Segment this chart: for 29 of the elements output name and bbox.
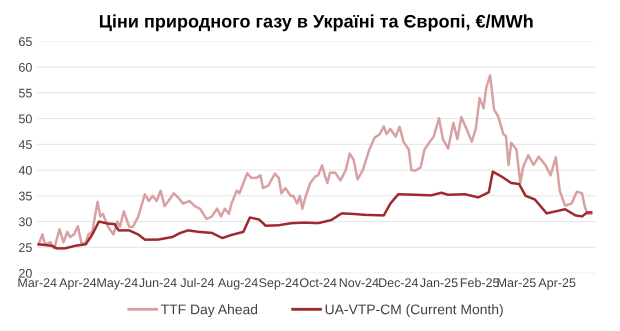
y-tick-label: 35 (18, 192, 32, 200)
x-tick-label: Mar-25 (498, 278, 536, 288)
x-tick-label: May-24 (97, 278, 138, 290)
chart-title: Ціни природного газу в Україні та Європі, €/MWh (100, 14, 533, 32)
line-series (37, 74, 593, 250)
x-tick-label: Apr-24 (59, 278, 96, 290)
x-tick-label: Dec-24 (379, 278, 418, 288)
x-tick-label: Sep-24 (259, 278, 299, 290)
x-tick-label: Jul-24 (180, 278, 214, 288)
y-tick-label: 55 (18, 88, 32, 98)
x-tick-label: Feb-25 (460, 278, 499, 288)
x-tick-label: Aug-24 (218, 278, 258, 290)
x-tick-label: Jun-24 (139, 278, 177, 288)
x-tick-label: Jan-25 (420, 278, 458, 288)
legend-label: TTF Day Ahead (161, 304, 258, 318)
x-tick-label: Nov-24 (340, 278, 379, 288)
x-tick-label: Mar-24 (18, 278, 57, 288)
x-tick-label: Oct-24 (300, 278, 337, 288)
y-tick-label: 65 (19, 37, 32, 46)
line-series (37, 170, 593, 250)
y-tick-label: 20 (19, 268, 32, 278)
y-tick-label: 50 (18, 114, 32, 124)
y-tick-label: 45 (18, 140, 32, 150)
legend-label: UA-VTP-CM (Current Month) (326, 304, 503, 318)
y-tick-label: 25 (19, 243, 32, 252)
x-tick-label: Apr-25 (538, 278, 576, 290)
y-tick-label: 40 (18, 166, 32, 175)
y-tick-label: 60 (19, 62, 32, 72)
y-tick-label: 30 (18, 217, 32, 226)
